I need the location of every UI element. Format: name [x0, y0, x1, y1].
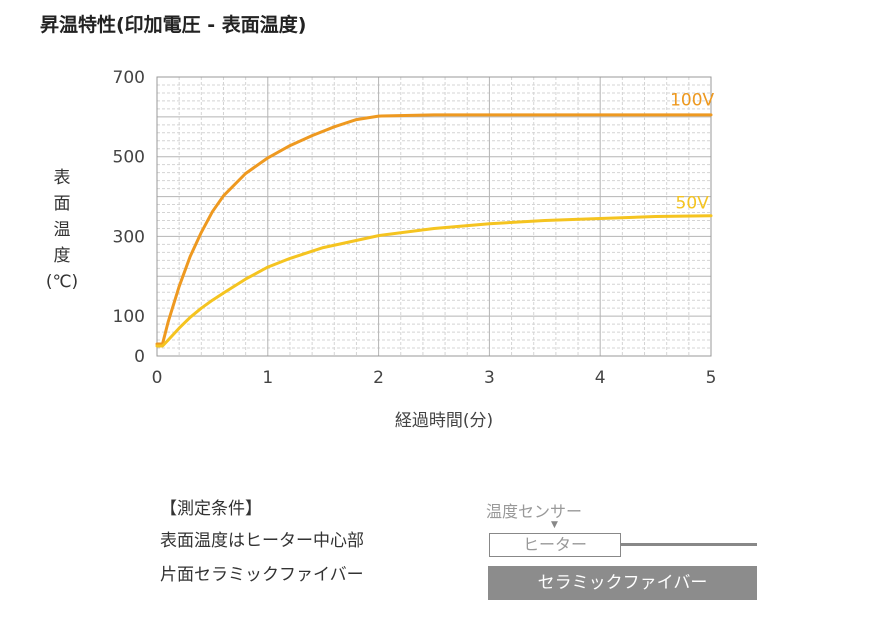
heater-wire [621, 543, 757, 546]
y-tick-label: 0 [134, 347, 145, 367]
y-tick-label: 700 [113, 68, 145, 88]
x-tick-label: 3 [484, 368, 495, 388]
y-axis-label-char: 面 [54, 194, 71, 214]
x-tick-label: 5 [706, 368, 717, 388]
y-axis-label-char: 表 [54, 168, 71, 188]
sensor-label: 温度センサー [486, 502, 583, 521]
x-tick-label: 4 [595, 368, 606, 388]
heater-box: ヒーター [489, 533, 621, 557]
conditions-line-1: 表面温度はヒーター中心部 [160, 531, 364, 551]
x-axis-label: 経過時間(分) [395, 411, 493, 431]
x-tick-label: 0 [152, 368, 163, 388]
series-line-100V [155, 113, 713, 346]
y-axis-label: 表面温度 (℃) [46, 168, 78, 292]
ceramic-fiber-box: セラミックファイバー [488, 566, 757, 600]
y-tick-label: 300 [113, 227, 145, 247]
chart-title: 昇温特性(印加電圧 - 表面温度) [40, 14, 307, 36]
temperature-chart: 0 1 2 3 4 5 0 100 300 500 700 100V 50V 表面温度 (℃) 経過時間… [46, 68, 717, 431]
x-tick-label: 2 [373, 368, 384, 388]
y-tick-label: 100 [113, 307, 145, 327]
series-label-50V: 50V [676, 194, 710, 214]
axis-ticks: 0 1 2 3 4 5 0 100 300 500 700 [113, 68, 717, 388]
sensor-arrow-icon: ▼ [551, 520, 558, 530]
y-axis-label-char: (℃) [46, 272, 78, 292]
y-axis-label-char: 温 [54, 220, 71, 240]
series-group: 100V 50V [155, 91, 715, 348]
conditions-heading: 【測定条件】 [160, 499, 262, 519]
y-axis-label-char: 度 [54, 246, 71, 266]
conditions-line-2: 片面セラミックファイバー [160, 565, 364, 585]
series-line-50V [155, 214, 713, 348]
series-label-100V: 100V [670, 91, 714, 111]
x-tick-label: 1 [262, 368, 273, 388]
y-tick-label: 500 [113, 148, 145, 168]
